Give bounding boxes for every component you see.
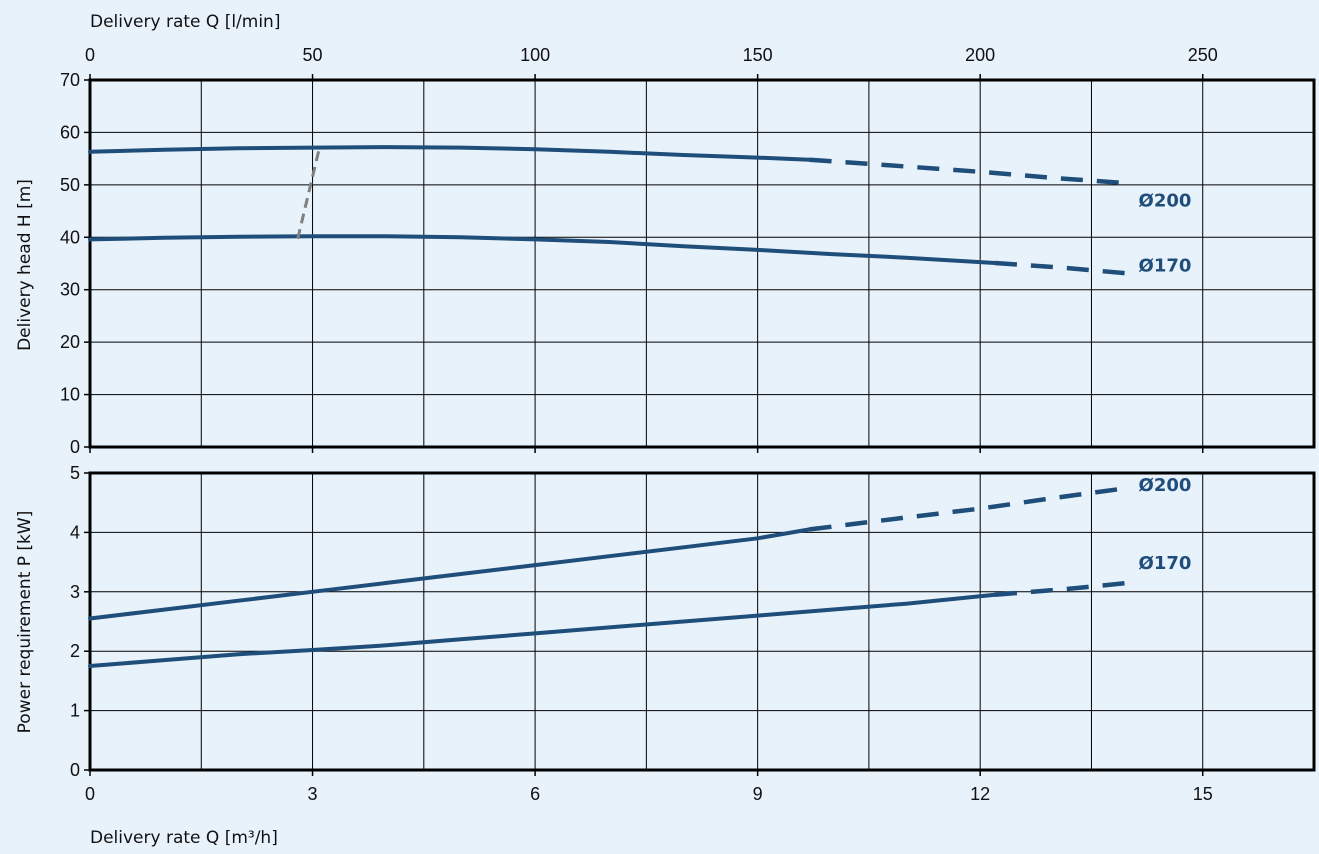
lower-y-tick-label: 2 <box>70 641 80 661</box>
x-tick-label: 15 <box>1193 784 1213 804</box>
lower-series-label-d200: Ø200 <box>1139 475 1192 496</box>
upper-y-tick-label: 0 <box>70 437 80 457</box>
top-x-tick-label: 150 <box>743 45 773 65</box>
top-x-tick-label: 50 <box>303 45 323 65</box>
upper-y-tick-label: 30 <box>60 280 80 300</box>
top-x-tick-label: 250 <box>1188 45 1218 65</box>
top-x-tick-label: 0 <box>85 45 95 65</box>
lower-y-tick-label: 5 <box>70 463 80 483</box>
lower-series-d200-solid <box>88 527 812 621</box>
x-tick-label: 3 <box>308 784 318 804</box>
x-tick-label: 9 <box>753 784 763 804</box>
lower-series-label-d170: Ø170 <box>1139 553 1192 574</box>
upper-y-tick-label: 10 <box>60 385 80 405</box>
upper-series-d200-solid <box>88 145 812 162</box>
bottom-x-axis-title: Delivery rate Q [m³/h] <box>90 828 278 848</box>
x-tick-label: 12 <box>970 784 990 804</box>
upper-y-tick-label: 60 <box>60 122 80 142</box>
x-tick-label: 0 <box>85 784 95 804</box>
top-x-tick-label: 200 <box>965 45 995 65</box>
upper-series-operating-limit-dashed <box>296 145 322 240</box>
upper-y-tick-label: 20 <box>60 332 80 352</box>
lower-y-tick-label: 1 <box>70 701 80 721</box>
upper-y-tick-label: 70 <box>60 70 80 90</box>
x-tick-label: 6 <box>530 784 540 804</box>
upper-series-d170-dashed <box>994 260 1129 276</box>
lower-frame <box>88 471 1316 772</box>
upper-y-axis-title: Delivery head H [m] <box>15 179 35 351</box>
upper-series-label-d200: Ø200 <box>1139 190 1192 211</box>
lower-series-d170-dashed <box>994 580 1129 598</box>
upper-plot-area <box>90 80 1314 447</box>
top-x-axis-title: Delivery rate Q [l/min] <box>90 12 280 32</box>
lower-series-d200-dashed <box>809 485 1129 532</box>
lower-series-d170-solid <box>88 592 997 668</box>
lower-y-tick-label: 4 <box>70 522 80 542</box>
lower-y-axis-title: Power requirement P [kW] <box>15 511 35 734</box>
upper-frame <box>88 78 1316 449</box>
top-x-tick-label: 100 <box>520 45 550 65</box>
upper-series-d200-dashed <box>809 157 1129 186</box>
upper-series-d170-solid <box>88 234 997 265</box>
upper-y-tick-label: 40 <box>60 227 80 247</box>
upper-series-label-d170: Ø170 <box>1139 255 1192 276</box>
upper-y-tick-label: 50 <box>60 175 80 195</box>
lower-y-tick-label: 0 <box>70 760 80 780</box>
lower-y-tick-label: 3 <box>70 582 80 602</box>
